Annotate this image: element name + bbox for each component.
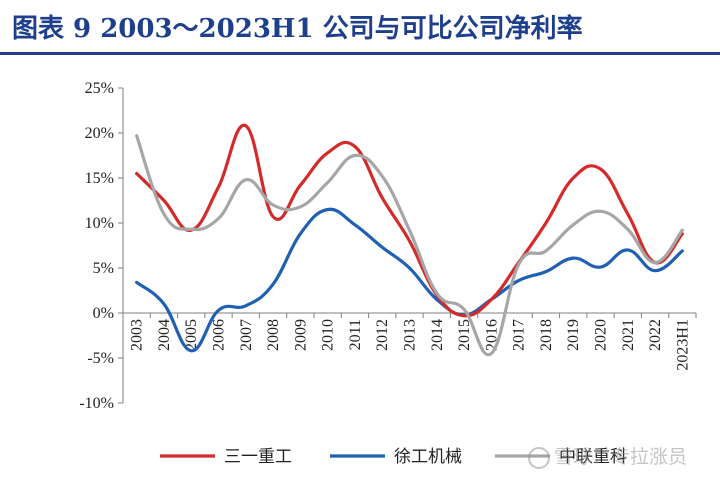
x-tick-label: 2018 (538, 319, 555, 351)
x-tick-label: 2003 (129, 319, 146, 351)
x-tick-label: 2021 (620, 319, 637, 351)
y-tick-label: 0% (93, 305, 114, 322)
x-tick-label: 2023H1 (674, 319, 691, 371)
y-tick-label: -10% (79, 395, 114, 412)
x-tick-label: 2005 (183, 319, 200, 351)
watermark: 雪球：专拉涨员 (528, 442, 687, 469)
legend: 三一重工 徐工机械 中联重科 (160, 447, 627, 467)
x-tick-label: 2012 (374, 319, 391, 351)
series-line (135, 207, 684, 353)
x-tick-label: 2020 (593, 319, 610, 351)
legend-label: 三一重工 (224, 447, 292, 467)
y-tick-label: 20% (85, 125, 114, 142)
series-lines (135, 123, 684, 357)
x-tick-label: 2006 (211, 319, 228, 351)
y-tick-label: 10% (85, 215, 114, 232)
axes: 25% 20% 15% 10% 5% 0% -5% -10% 2003 2004 2005 2006 2… (79, 80, 697, 412)
x-tick-label: 2015 (456, 319, 473, 351)
x-tick-label: 2013 (402, 319, 419, 351)
snowball-logo-icon (528, 446, 550, 469)
x-tick-label: 2008 (265, 319, 282, 351)
legend-label: 徐工机械 (394, 447, 462, 467)
x-tick-label: 2022 (647, 319, 664, 351)
series-line (135, 123, 684, 318)
title-bar: 图表 9 2003～2023H1 公司与可比公司净利率 (0, 0, 720, 64)
x-tick-label: 2011 (347, 319, 364, 350)
watermark-text: 雪球：专拉涨员 (554, 446, 688, 468)
chart-title: 图表 9 2003～2023H1 公司与可比公司净利率 (12, 14, 583, 44)
y-tick-label: 15% (85, 170, 114, 187)
x-tick-label: 2007 (238, 319, 255, 351)
x-tick-label: 2004 (156, 319, 173, 351)
legend-label: 中联重科 (559, 447, 627, 467)
x-tick-label: 2009 (292, 319, 309, 351)
x-tick-label: 2014 (429, 319, 446, 351)
x-tick-label: 2019 (565, 319, 582, 351)
x-tick-label: 2016 (483, 319, 500, 351)
y-tick-label: -5% (87, 350, 114, 367)
net-margin-line-chart: 25% 20% 15% 10% 5% 0% -5% -10% 2003 2004 2005 2006 2… (79, 80, 697, 467)
x-tick-label: 2010 (320, 319, 337, 351)
title-rule (0, 52, 720, 55)
y-tick-label: 5% (93, 260, 114, 277)
x-tick-label: 2017 (511, 319, 528, 351)
series-line (135, 134, 684, 357)
y-tick-label: 25% (85, 80, 114, 97)
